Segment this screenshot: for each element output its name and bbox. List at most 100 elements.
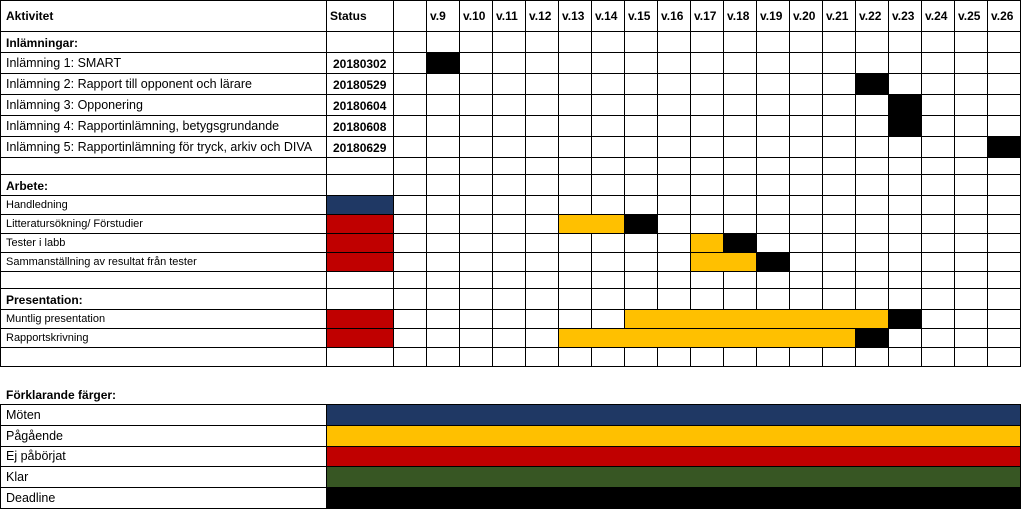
grid-cell: [459, 214, 493, 234]
task-label: Inlämning 1: SMART: [6, 56, 122, 70]
legend-swatch: [326, 446, 1021, 467]
legend-label: Möten: [6, 408, 41, 422]
task-label: Handledning: [6, 199, 68, 211]
grid-cell: [723, 136, 757, 158]
grid-cell: [855, 174, 889, 196]
grid-cell: [558, 157, 592, 175]
week-header: v.9: [430, 9, 446, 23]
legend-label-cell: [0, 404, 327, 426]
grid-cell: [657, 73, 691, 95]
grid-cell: [789, 174, 823, 196]
grid-cell: [426, 195, 460, 215]
grid-cell: [789, 347, 823, 367]
grid-cell: [723, 271, 757, 289]
grid-cell: [756, 73, 790, 95]
grid-cell: [921, 31, 955, 53]
grid-cell: [723, 73, 757, 95]
grid-cell: [987, 347, 1021, 367]
grid-cell: [558, 309, 592, 329]
grid-cell: [855, 347, 889, 367]
deadline-mark: [889, 95, 921, 115]
grid-cell: [690, 52, 724, 74]
task-label: Inlämning 4: Rapportinlämning, betygsgru…: [6, 119, 280, 133]
grid-cell: [888, 52, 922, 74]
grid-cell: [987, 271, 1021, 289]
grid-cell: [954, 136, 988, 158]
grid-cell: [756, 136, 790, 158]
grid-cell: [657, 347, 691, 367]
grid-cell: [393, 94, 427, 116]
grid-cell: [624, 115, 658, 137]
grid-cell: [723, 288, 757, 310]
grid-cell: [624, 136, 658, 158]
grid-cell: [393, 157, 427, 175]
section-heading: Inlämningar:: [6, 36, 79, 50]
grid-cell: [393, 115, 427, 137]
grid-cell: [822, 136, 856, 158]
legend-title: Förklarande färger:: [6, 388, 117, 402]
grid-cell: [987, 233, 1021, 253]
grid-cell: [921, 271, 955, 289]
grid-cell: [426, 73, 460, 95]
grid-cell: [855, 52, 889, 74]
grid-cell: [558, 271, 592, 289]
grid-cell: [591, 233, 625, 253]
status-color: [327, 310, 393, 328]
grid-cell: [591, 252, 625, 272]
week-header: v.13: [562, 9, 585, 23]
grid-cell: [690, 288, 724, 310]
grid-cell: [459, 136, 493, 158]
status-color: [327, 196, 393, 214]
task-label: Tester i labb: [6, 237, 66, 249]
grid-cell: [723, 31, 757, 53]
grid-cell: [855, 157, 889, 175]
grid-cell: [591, 31, 625, 53]
grid-cell: [624, 347, 658, 367]
grid-cell: [723, 115, 757, 137]
grid-cell: [492, 347, 526, 367]
grid-cell: [789, 252, 823, 272]
grid-cell: [525, 174, 559, 196]
grid-cell: [921, 174, 955, 196]
task-label: Inlämning 5: Rapportinlämning för tryck,…: [6, 140, 313, 154]
grid-cell: [459, 174, 493, 196]
grid-cell: [525, 347, 559, 367]
grid-cell: [525, 136, 559, 158]
task-date: 20180604: [333, 99, 387, 113]
grid-cell: [954, 157, 988, 175]
grid-cell: [426, 157, 460, 175]
grid-cell: [756, 347, 790, 367]
deadline-mark: [856, 74, 888, 94]
grid-cell: [954, 252, 988, 272]
grid-cell: [0, 271, 327, 289]
section-heading: Arbete:: [6, 179, 49, 193]
grid-cell: [591, 157, 625, 175]
grid-cell: [690, 271, 724, 289]
grid-cell: [822, 94, 856, 116]
grid-cell: [558, 136, 592, 158]
grid-cell: [624, 94, 658, 116]
grid-cell: [888, 252, 922, 272]
grid-cell: [459, 328, 493, 348]
grid-cell: [822, 233, 856, 253]
grid-cell: [492, 136, 526, 158]
grid-cell: [558, 195, 592, 215]
grid-cell: [426, 347, 460, 367]
header-status: Status: [330, 9, 367, 23]
header-cell: [393, 0, 427, 32]
grid-cell: [888, 31, 922, 53]
grid-cell: [822, 252, 856, 272]
grid-cell: [954, 214, 988, 234]
task-label: Litteratursökning/ Förstudier: [6, 218, 143, 230]
legend-label: Klar: [6, 470, 29, 484]
grid-cell: [888, 288, 922, 310]
grid-cell: [921, 252, 955, 272]
grid-cell: [855, 31, 889, 53]
grid-cell: [921, 157, 955, 175]
grid-cell: [954, 347, 988, 367]
deadline-mark: [757, 253, 789, 271]
grid-cell: [822, 52, 856, 74]
grid-cell: [657, 136, 691, 158]
grid-cell: [855, 271, 889, 289]
deadline-mark: [427, 53, 459, 73]
